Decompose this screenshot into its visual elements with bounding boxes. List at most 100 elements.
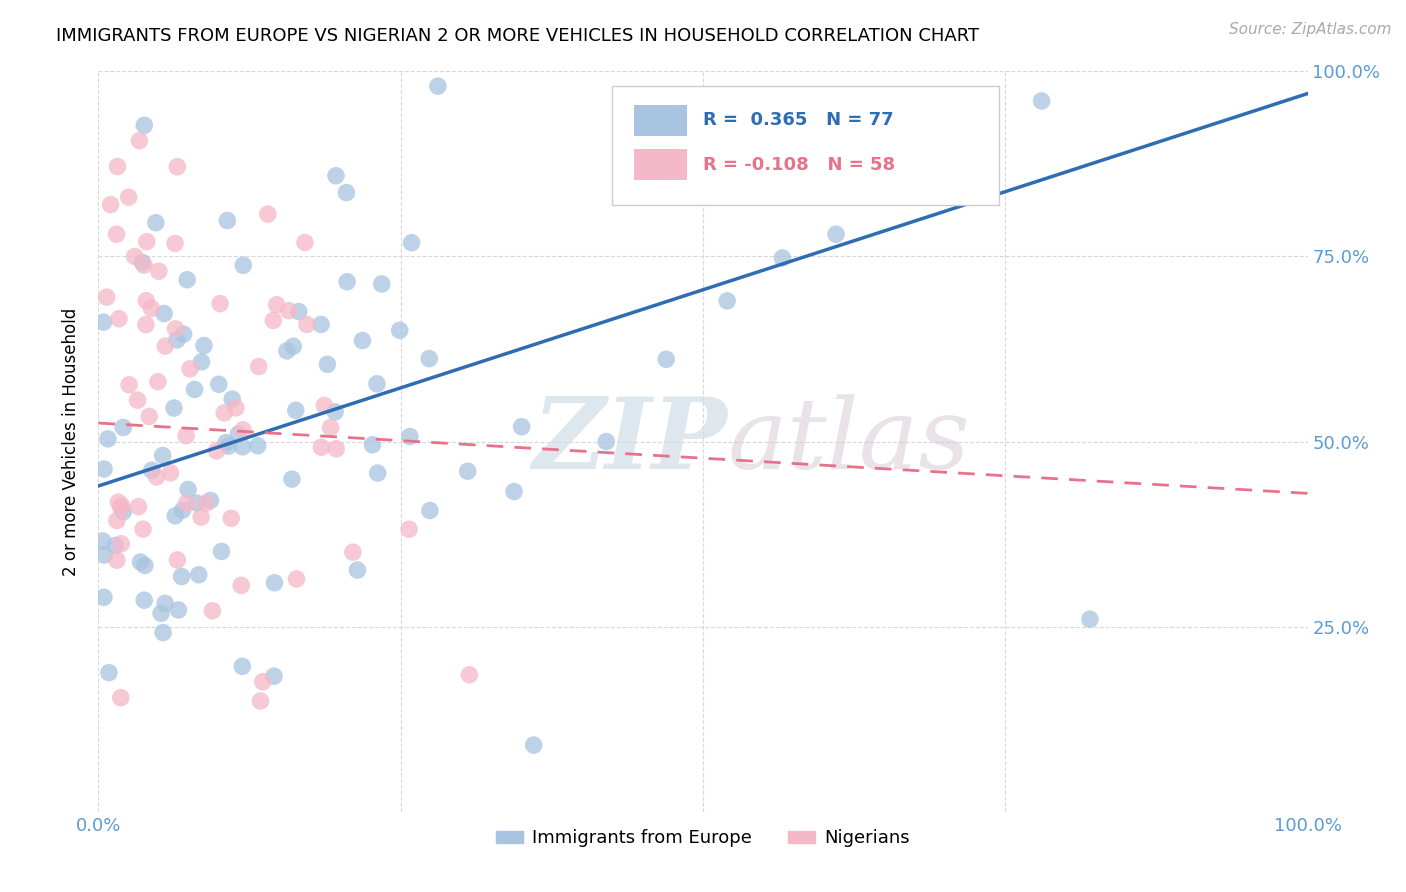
Point xyxy=(111,499,134,513)
Point xyxy=(105,553,128,567)
Point xyxy=(503,484,526,499)
Point xyxy=(183,383,205,397)
Point xyxy=(218,439,240,453)
Point xyxy=(825,227,848,242)
Point xyxy=(294,235,316,250)
Point xyxy=(276,343,298,358)
Point xyxy=(262,313,284,327)
Point xyxy=(141,301,163,316)
Point xyxy=(179,361,201,376)
Point xyxy=(457,464,479,478)
Point xyxy=(118,190,141,204)
Point xyxy=(314,398,336,412)
Point xyxy=(401,235,423,250)
Point xyxy=(209,296,232,310)
Point xyxy=(170,569,193,583)
Point xyxy=(595,434,617,449)
Point xyxy=(225,401,247,415)
Point xyxy=(153,306,176,320)
Point xyxy=(323,405,346,419)
Point xyxy=(1078,612,1101,626)
Point xyxy=(152,449,174,463)
Point xyxy=(163,401,186,415)
Point xyxy=(153,596,176,610)
Point xyxy=(228,427,250,442)
Text: atlas: atlas xyxy=(727,394,970,489)
Point xyxy=(186,496,208,510)
Point xyxy=(388,323,411,337)
Point xyxy=(252,674,274,689)
Point xyxy=(159,466,181,480)
Point xyxy=(247,359,270,374)
Point xyxy=(281,472,304,486)
Point xyxy=(284,403,307,417)
Point xyxy=(311,440,333,454)
Point xyxy=(118,377,141,392)
Point xyxy=(190,355,212,369)
Point xyxy=(167,603,190,617)
Point xyxy=(221,392,243,406)
FancyBboxPatch shape xyxy=(613,87,1000,204)
Point xyxy=(166,553,188,567)
Point xyxy=(352,334,374,348)
Point xyxy=(288,304,311,318)
Point xyxy=(127,393,149,408)
Point xyxy=(266,298,288,312)
Point xyxy=(219,511,242,525)
Text: IMMIGRANTS FROM EUROPE VS NIGERIAN 2 OR MORE VEHICLES IN HOUSEHOLD CORRELATION C: IMMIGRANTS FROM EUROPE VS NIGERIAN 2 OR … xyxy=(56,27,980,45)
Point xyxy=(91,533,114,548)
Point xyxy=(336,275,359,289)
Point xyxy=(205,444,228,458)
Point xyxy=(371,277,394,291)
Point xyxy=(367,466,389,480)
Y-axis label: 2 or more Vehicles in Household: 2 or more Vehicles in Household xyxy=(62,308,80,575)
Point xyxy=(231,578,253,592)
Point xyxy=(112,505,135,519)
Point xyxy=(173,327,195,342)
Point xyxy=(108,311,131,326)
Point xyxy=(246,439,269,453)
Point xyxy=(155,339,177,353)
Point xyxy=(96,290,118,304)
Point xyxy=(135,293,157,308)
Point xyxy=(193,338,215,352)
FancyBboxPatch shape xyxy=(634,149,688,180)
FancyBboxPatch shape xyxy=(634,104,688,136)
Point xyxy=(134,593,156,607)
Point xyxy=(510,419,533,434)
Point xyxy=(263,669,285,683)
Point xyxy=(212,406,235,420)
Point xyxy=(458,668,481,682)
Point xyxy=(93,591,115,605)
Point xyxy=(150,607,173,621)
Point xyxy=(319,420,342,434)
Point xyxy=(93,548,115,562)
Point xyxy=(107,495,129,509)
Point xyxy=(232,440,254,454)
Point xyxy=(177,483,200,497)
Point xyxy=(145,470,167,484)
Point xyxy=(112,420,135,434)
Point xyxy=(93,315,115,329)
Point xyxy=(201,604,224,618)
Point xyxy=(655,352,678,367)
Point xyxy=(135,318,157,332)
Point xyxy=(187,567,209,582)
Point xyxy=(232,258,254,272)
Point xyxy=(418,351,440,366)
Point xyxy=(342,545,364,559)
Point xyxy=(134,558,156,573)
Point xyxy=(346,563,368,577)
Point xyxy=(523,738,546,752)
Text: Source: ZipAtlas.com: Source: ZipAtlas.com xyxy=(1229,22,1392,37)
Point xyxy=(249,694,271,708)
Point xyxy=(361,438,384,452)
Point xyxy=(325,442,347,456)
Point xyxy=(166,333,188,347)
Point xyxy=(215,435,238,450)
Text: ZIP: ZIP xyxy=(533,393,727,490)
Point xyxy=(138,409,160,424)
Point xyxy=(166,160,188,174)
Point xyxy=(97,432,120,446)
Point xyxy=(398,522,420,536)
